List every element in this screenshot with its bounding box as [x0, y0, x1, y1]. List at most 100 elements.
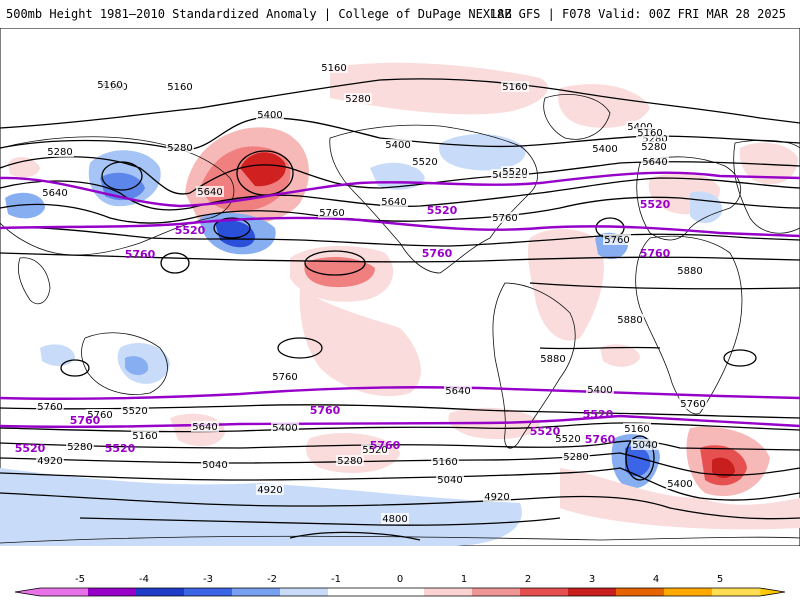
contour-label-bg: [196, 186, 224, 197]
contour-label-bg: [381, 513, 409, 524]
height-contour-label: 4920: [484, 492, 509, 503]
contour-label-bg: [344, 93, 372, 104]
colorbar-swatch: [184, 588, 233, 596]
contour-label-bg: [640, 141, 668, 152]
contour-label-bg: [411, 156, 439, 167]
contour-label-bg: [271, 422, 299, 433]
contour-label-bg: [191, 421, 219, 432]
height-contour-label: 5880: [677, 266, 702, 277]
run-info: 18Z GFS | F078 Valid: 00Z FRI MAR 28 202…: [489, 7, 786, 21]
contour-label-bg: [623, 423, 651, 434]
height-contour-label: 4800: [382, 514, 407, 525]
height-contour-label: 5280: [345, 94, 370, 105]
contour-label-bg: [491, 212, 519, 223]
contour-label-bg: [36, 401, 64, 412]
contour-label-bg: [483, 491, 511, 502]
colorbar-swatch: [88, 588, 137, 596]
contour-label-bg: [131, 430, 159, 441]
colorbar-outline: [14, 587, 786, 597]
contour-label-bg: [41, 187, 69, 198]
contour-label-bg: [631, 439, 659, 450]
contour-label-bg: [501, 166, 529, 177]
height-contour-label: 5040: [632, 440, 657, 451]
height-contour-label: 5160: [321, 63, 346, 74]
coastlines: [0, 94, 800, 544]
highlight-contour-label: 5520: [583, 408, 614, 421]
height-contour-label: 5280: [642, 134, 667, 145]
colorbar-swatch: [136, 588, 185, 596]
contour-label-bg: [562, 451, 590, 462]
contour-label-bg: [591, 143, 619, 154]
height-contour-label: 5040: [437, 475, 462, 486]
contour-label-bg: [676, 265, 704, 276]
highlight-contour-label: 5520: [105, 442, 136, 455]
highlight-contour-label: 5760: [310, 404, 341, 417]
height-contour-label: 5640: [381, 197, 406, 208]
colorbar-tick-label: -4: [139, 574, 149, 585]
height-contour-label: 4920: [257, 485, 282, 496]
contour-label-bg: [166, 142, 194, 153]
height-contour-label: 5160: [637, 128, 662, 139]
height-contour-label: 5520: [412, 157, 437, 168]
highlight-contour-label: 5520: [530, 425, 561, 438]
highlight-contour-label: 5760: [640, 247, 671, 260]
height-contours: [0, 78, 800, 541]
map-title: 500mb Height 1981–2010 Standardized Anom…: [6, 7, 512, 21]
contour-label-bg: [616, 314, 644, 325]
height-contour-label: 5160: [167, 82, 192, 93]
colorbar-tick-label: -2: [267, 574, 277, 585]
height-contour-label: 5760: [319, 208, 344, 219]
contour-label-bg: [626, 121, 654, 132]
contour-label-bg: [554, 433, 582, 444]
height-contour-label: 5520: [122, 406, 147, 417]
height-contour-label: 5520: [502, 167, 527, 178]
colorbar-swatch: [328, 588, 377, 596]
height-contour-label: 5160: [432, 457, 457, 468]
contour-label-bg: [384, 139, 412, 150]
height-contour-label: 5760: [87, 410, 112, 421]
colorbar-swatch: [280, 588, 329, 596]
height-contour-label: 4920: [37, 456, 62, 467]
height-contour-label: 5880: [540, 354, 565, 365]
height-contour-label: 5160: [132, 431, 157, 442]
colorbar-swatch: [232, 588, 281, 596]
contour-label-bg: [603, 234, 631, 245]
map-background: [0, 28, 800, 546]
height-contour-label: 5400: [257, 110, 282, 121]
colorbar-tick-label: -1: [331, 574, 341, 585]
contour-label-bg: [586, 384, 614, 395]
contour-label-bg: [121, 405, 149, 416]
colorbar: -5 -4 -3 -2 -1 0 1 2 3 4 5: [14, 574, 786, 597]
colorbar-tick-label: -3: [203, 574, 213, 585]
contour-label-bg: [641, 133, 669, 144]
contour-label-bg: [336, 455, 364, 466]
highlight-contour-label: 5760: [70, 414, 101, 427]
height-contour-label: 5400: [592, 144, 617, 155]
contour-label-layer: 5160516051605160528052805400540055205640…: [15, 62, 707, 525]
height-contour-label: 5400: [272, 423, 297, 434]
height-contour-label: 5760: [272, 372, 297, 383]
anomaly-map: 5160516051605160528052805400540055205640…: [0, 28, 800, 546]
height-contour-label: 5760: [37, 402, 62, 413]
contour-label-bg: [318, 207, 346, 218]
height-contour-label: 5160: [624, 424, 649, 435]
colorbar-swatch: [472, 588, 521, 596]
header-bar: 500mb Height 1981–2010 Standardized Anom…: [0, 0, 800, 28]
height-contour-label: 5640: [192, 422, 217, 433]
height-contour-label: 5280: [167, 143, 192, 154]
height-contour-label: 5280: [641, 142, 666, 153]
height-contour-label: 5280: [337, 456, 362, 467]
colorbar-tick-label: 5: [717, 574, 723, 585]
highlight-contour-label: 5760: [370, 439, 401, 452]
contour-label-bg: [86, 409, 114, 420]
contour-label-bg: [256, 484, 284, 495]
contour-label-bg: [361, 444, 389, 455]
contour-label-bg: [66, 441, 94, 452]
contour-label-bg: [636, 127, 664, 138]
contour-label-bg: [271, 371, 299, 382]
height-contour-label: 5400: [587, 385, 612, 396]
contour-label-bg: [679, 398, 707, 409]
height-contour-label: 5280: [47, 147, 72, 158]
height-contour-label: 5760: [492, 213, 517, 224]
height-contour-label: 5400: [385, 140, 410, 151]
